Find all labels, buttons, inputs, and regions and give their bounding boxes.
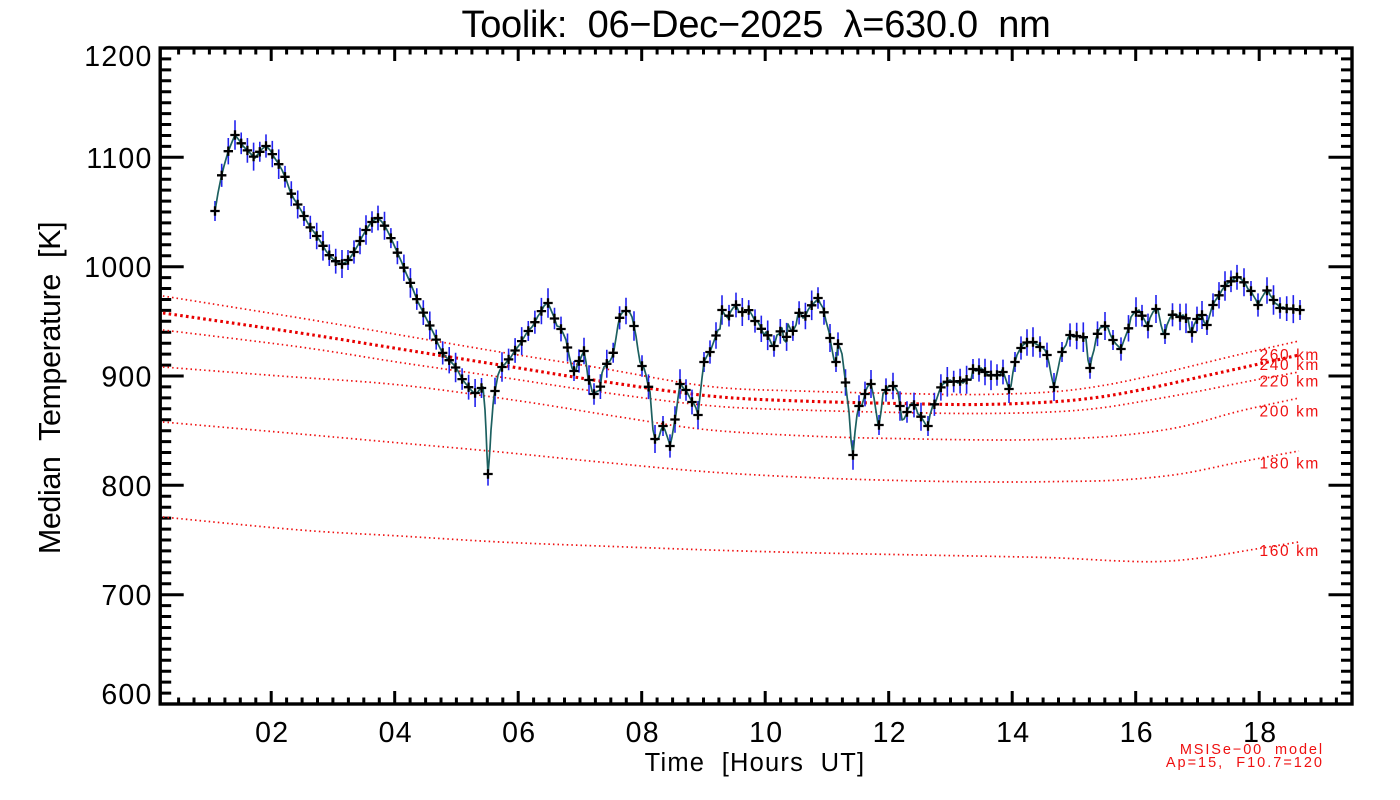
svg-text:08: 08 [626, 717, 660, 749]
svg-text:180 km: 180 km [1260, 455, 1320, 472]
svg-text:700: 700 [101, 580, 152, 612]
svg-text:240 km: 240 km [1260, 357, 1320, 374]
svg-text:260 km: 260 km [1260, 347, 1320, 364]
svg-text:1100: 1100 [86, 143, 152, 175]
svg-text:Time [Hours UT]: Time [Hours UT] [645, 749, 866, 777]
svg-text:14: 14 [996, 717, 1030, 749]
svg-text:18: 18 [1243, 717, 1277, 749]
svg-text:220 km: 220 km [1260, 374, 1320, 391]
svg-text:06: 06 [502, 717, 536, 749]
svg-text:MSISe−00 model: MSISe−00 model [1180, 742, 1324, 758]
svg-text:10: 10 [749, 717, 783, 749]
svg-text:1200: 1200 [84, 41, 152, 73]
svg-text:04: 04 [379, 717, 413, 749]
svg-text:600: 600 [101, 679, 152, 711]
svg-text:Median Temperature [K]: Median Temperature [K] [33, 222, 67, 554]
svg-text:Toolik: 06−Dec−2025 λ=630.0: Toolik: 06−Dec−2025 λ=630.0 nm [462, 4, 1051, 46]
svg-text:160 km: 160 km [1260, 543, 1320, 560]
svg-text:800: 800 [101, 471, 152, 503]
svg-text:Ap=15, F10.7=120: Ap=15, F10.7=120 [1166, 755, 1324, 771]
svg-text:02: 02 [255, 717, 289, 749]
svg-text:200 km: 200 km [1260, 403, 1320, 420]
svg-text:1000: 1000 [84, 252, 152, 284]
svg-text:900: 900 [101, 362, 152, 394]
svg-text:12: 12 [873, 717, 907, 749]
svg-text:16: 16 [1120, 717, 1154, 749]
